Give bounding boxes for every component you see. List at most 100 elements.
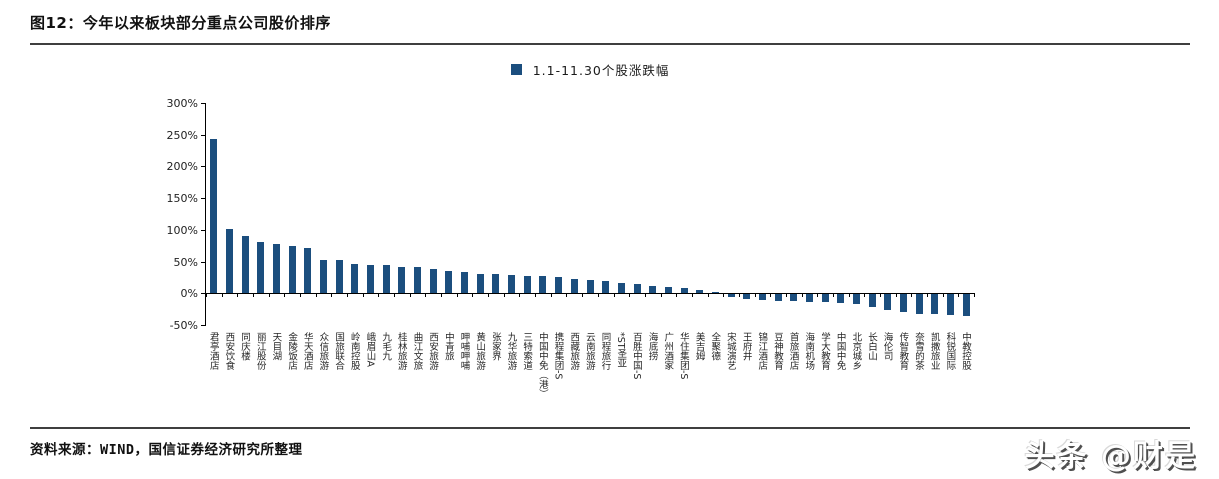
y-tick-mark (201, 103, 206, 104)
y-tick-label: 200% (166, 160, 198, 174)
bar (915, 294, 923, 314)
x-tick-mark (362, 293, 364, 298)
bar (476, 273, 484, 294)
x-tick-mark (817, 293, 819, 298)
bar (555, 277, 563, 294)
x-tick-mark (942, 293, 944, 298)
x-tick-mark (425, 293, 427, 298)
x-axis-label: 首旅酒店 (787, 332, 799, 370)
y-tick-mark (201, 166, 206, 168)
x-axis-label: 张家界 (489, 332, 501, 361)
x-tick-mark (848, 293, 850, 298)
x-tick-mark (472, 293, 474, 298)
x-tick-mark (597, 293, 599, 298)
bar (398, 266, 406, 294)
x-tick-mark (832, 293, 834, 298)
x-axis-label: 云南旅游 (583, 332, 595, 370)
bar (241, 236, 249, 294)
x-axis-label: 奈雪的茶 (913, 332, 925, 370)
bar (821, 294, 829, 302)
x-tick-mark (707, 293, 709, 298)
x-axis-label: 携程集团-S (552, 332, 564, 380)
y-tick-mark (201, 134, 206, 136)
bar (210, 139, 218, 294)
chart-legend: 1.1-11.30个股涨跌幅 (205, 59, 975, 79)
bar (414, 267, 422, 294)
bar (445, 271, 453, 294)
bar (899, 294, 907, 313)
legend-swatch-icon (510, 64, 522, 75)
x-axis-zero-line (206, 293, 974, 295)
bar (539, 276, 547, 294)
bar (774, 294, 782, 302)
bar-chart-plot-area: 300% 250% 200% 150% 100% 50% 0% -50% (167, 97, 975, 332)
x-tick-mark (801, 293, 803, 298)
bar (884, 294, 892, 311)
watermark: 头条 @财是 (1024, 439, 1197, 474)
x-axis-label: 百胜中国-S (630, 332, 642, 380)
x-tick-mark (629, 293, 631, 298)
x-tick-mark (535, 293, 537, 298)
x-axis-label: 华天酒店 (301, 332, 313, 370)
x-axis-label: 锦江酒店 (756, 332, 768, 370)
bar (790, 294, 798, 302)
bar (508, 274, 516, 294)
x-axis-label: 曲江文旅 (411, 332, 423, 370)
x-axis-label: 传智教育 (897, 332, 909, 370)
bar (758, 294, 766, 300)
x-tick-mark (378, 293, 380, 298)
bar (288, 245, 296, 294)
x-tick-mark (864, 293, 866, 298)
bar (523, 275, 531, 294)
x-tick-mark (723, 293, 725, 298)
x-tick-mark (237, 293, 239, 298)
x-axis-label: 国旅联合 (333, 332, 345, 370)
bar (649, 285, 657, 294)
legend-label: 1.1-11.30个股涨跌幅 (532, 63, 670, 78)
x-axis-label: 峨眉山A (364, 332, 376, 367)
x-axis-label: 同程旅行 (599, 332, 611, 370)
x-axis-label: 众信旅游 (317, 332, 329, 370)
x-axis-label: 宋城演艺 (724, 332, 736, 370)
bar (367, 264, 375, 294)
x-tick-mark (503, 293, 505, 298)
x-axis-label: 美吉姆 (693, 332, 705, 361)
x-tick-mark (315, 293, 317, 298)
y-tick-mark (201, 261, 206, 263)
bar (696, 290, 704, 294)
bar (711, 292, 719, 294)
x-axis-label: 三特索道 (521, 332, 533, 370)
x-tick-mark (879, 293, 881, 298)
bar (226, 229, 233, 294)
x-tick-mark (284, 293, 286, 298)
x-tick-mark (895, 293, 897, 298)
x-tick-mark (331, 293, 333, 298)
x-tick-mark (253, 293, 255, 298)
bar (492, 274, 500, 294)
x-axis-label: 华住集团-S (677, 332, 689, 380)
x-axis-label: 黄山旅游 (474, 332, 486, 370)
y-tick-label: 50% (173, 255, 198, 269)
x-tick-mark (754, 293, 756, 298)
bar (304, 248, 312, 294)
x-tick-mark (926, 293, 928, 298)
x-tick-mark (660, 293, 662, 298)
bar (461, 272, 469, 294)
x-axis-label: 海南机场 (803, 332, 815, 370)
bar (586, 279, 594, 294)
x-axis-label: *ST圣亚 (615, 332, 627, 368)
x-tick-mark (519, 293, 521, 298)
bar (727, 294, 735, 297)
bar (946, 294, 954, 316)
y-tick-label: 300% (166, 97, 198, 110)
x-axis-label: 西安饮食 (223, 332, 235, 370)
y-tick-label: 100% (166, 223, 198, 237)
x-tick-mark (394, 293, 396, 298)
x-axis-label: 中教控股 (960, 332, 972, 370)
x-tick-mark (550, 293, 552, 298)
x-axis-label: 长白山 (865, 332, 877, 361)
x-axis-label: 西安旅游 (427, 332, 439, 370)
x-tick-mark (676, 293, 678, 298)
x-axis-label: 凯撒旅业 (928, 332, 940, 370)
